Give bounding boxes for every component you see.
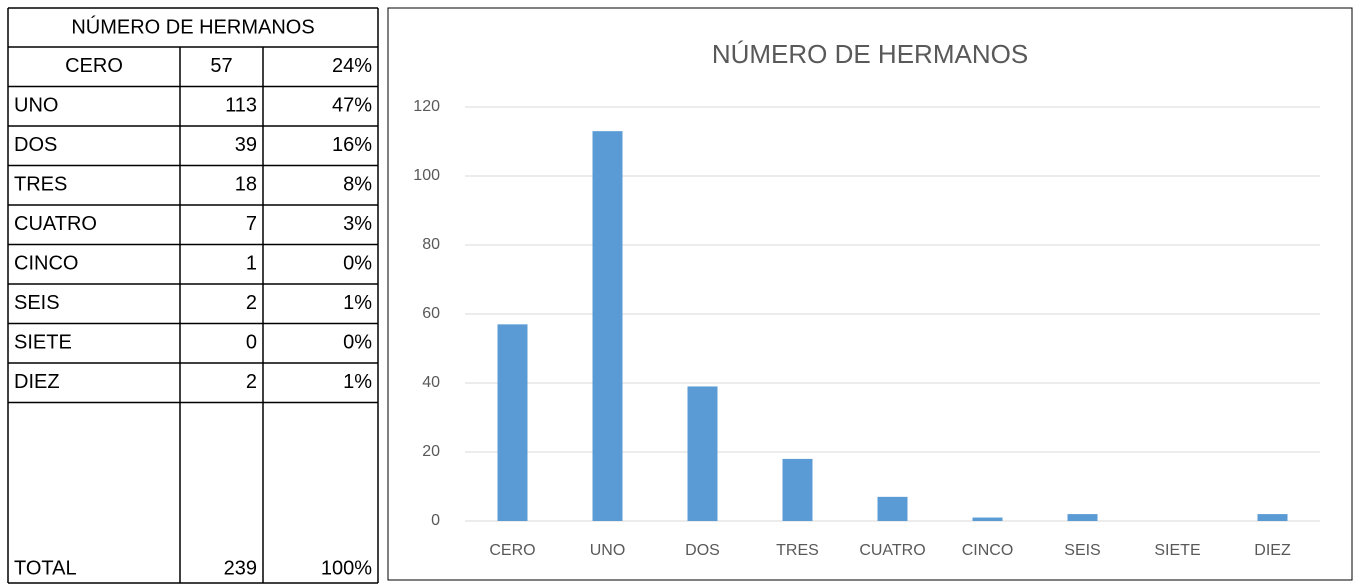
bar xyxy=(687,386,718,521)
row-percent: 16% xyxy=(332,134,372,156)
x-tick-label: CERO xyxy=(489,542,535,559)
row-label: CUATRO xyxy=(14,213,97,235)
chart-title: NÚMERO DE HERMANOS xyxy=(712,39,1028,69)
row-label: UNO xyxy=(14,95,58,117)
row-count: 1 xyxy=(246,253,257,275)
row-count: 39 xyxy=(235,134,257,156)
x-tick-label: CINCO xyxy=(962,542,1014,559)
y-tick-label: 80 xyxy=(422,236,440,253)
x-tick-label: CUATRO xyxy=(859,542,925,559)
bar xyxy=(782,458,813,521)
row-label: TRES xyxy=(14,174,67,196)
y-tick-label: 120 xyxy=(413,98,440,115)
row-label: CINCO xyxy=(14,253,78,275)
x-tick-label: SEIS xyxy=(1064,542,1100,559)
row-percent: 3% xyxy=(343,213,372,235)
row-count: 2 xyxy=(246,292,257,314)
row-percent: 0% xyxy=(343,332,372,354)
bar xyxy=(972,517,1003,521)
x-tick-label: UNO xyxy=(590,542,626,559)
x-tick-label: DIEZ xyxy=(1254,542,1291,559)
row-percent: 47% xyxy=(332,95,372,117)
bar xyxy=(877,496,908,521)
row-label: CERO xyxy=(65,55,123,77)
x-tick-label: SIETE xyxy=(1154,542,1200,559)
y-tick-label: 40 xyxy=(422,374,440,391)
row-count: 2 xyxy=(246,371,257,393)
row-percent: 1% xyxy=(343,371,372,393)
row-label: SEIS xyxy=(14,292,60,314)
row-count: 113 xyxy=(225,95,257,117)
row-label: DIEZ xyxy=(14,371,60,393)
y-tick-label: 60 xyxy=(422,305,440,322)
bar xyxy=(497,324,528,521)
row-count: 7 xyxy=(246,213,257,235)
bar xyxy=(1257,514,1288,521)
row-label: SIETE xyxy=(14,332,72,354)
total-count: 239 xyxy=(224,557,257,579)
row-count: 57 xyxy=(210,55,232,77)
row-percent: 1% xyxy=(343,292,372,314)
table-title: NÚMERO DE HERMANOS xyxy=(71,15,314,38)
chart-frame xyxy=(387,7,1353,581)
row-percent: 0% xyxy=(343,253,372,275)
y-tick-label: 20 xyxy=(422,443,440,460)
x-tick-label: TRES xyxy=(776,542,819,559)
row-count: 18 xyxy=(235,174,257,196)
y-tick-label: 0 xyxy=(431,512,440,529)
bar xyxy=(592,131,623,521)
bar xyxy=(1067,514,1098,521)
total-label: TOTAL xyxy=(14,557,77,579)
total-percent: 100% xyxy=(321,557,372,579)
row-label: DOS xyxy=(14,134,57,156)
row-percent: 8% xyxy=(343,174,372,196)
row-count: 0 xyxy=(246,332,257,354)
x-tick-label: DOS xyxy=(685,542,720,559)
row-percent: 24% xyxy=(332,55,372,77)
y-tick-label: 100 xyxy=(413,167,440,184)
